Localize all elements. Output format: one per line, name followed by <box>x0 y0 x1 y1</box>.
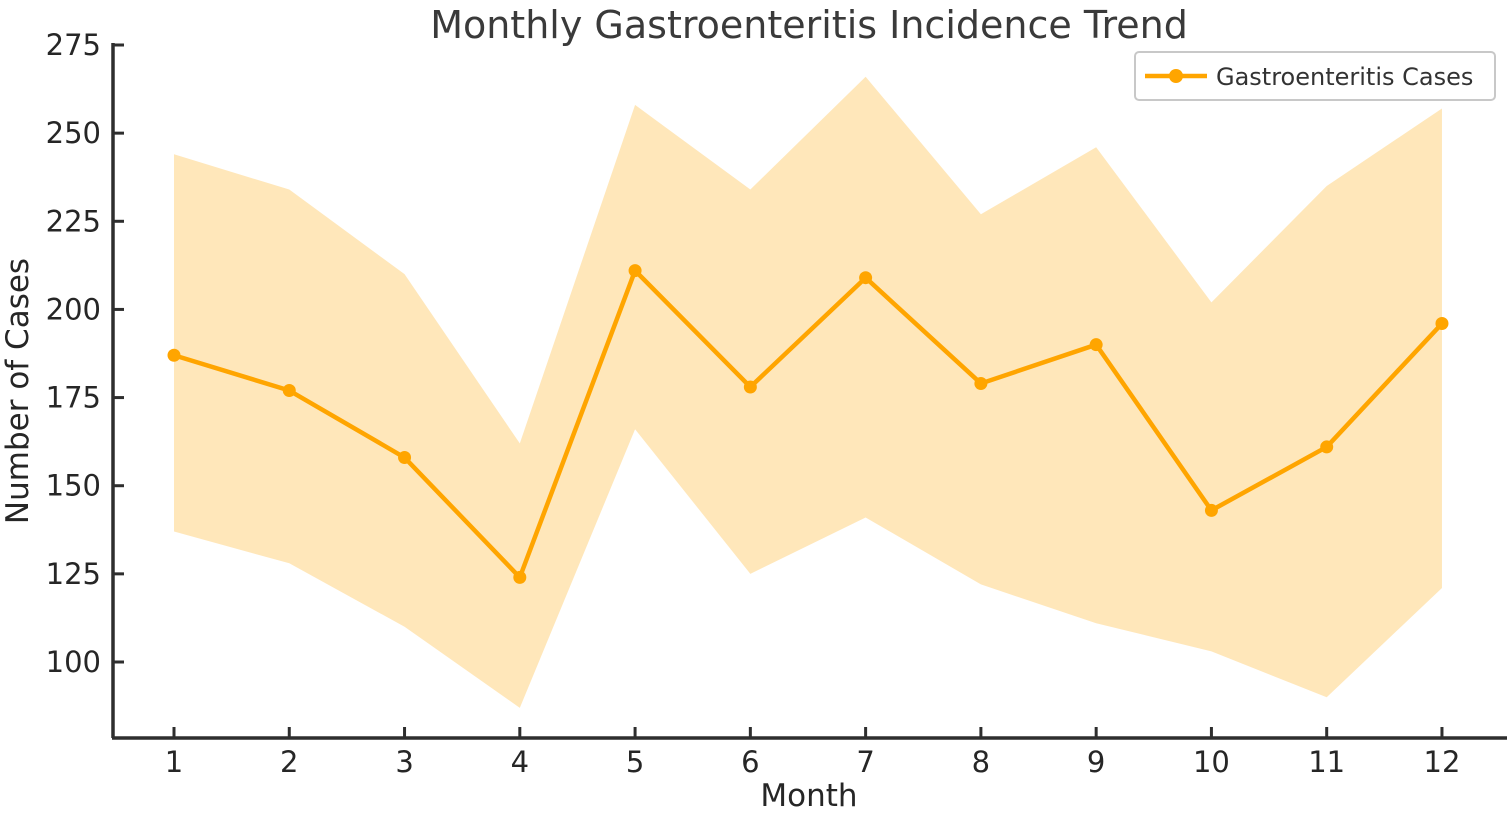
data-point-marker <box>1435 317 1449 331</box>
x-tick-label: 11 <box>1308 745 1345 779</box>
axes-spines <box>111 43 1507 740</box>
data-point-marker <box>974 376 988 390</box>
x-tick-label: 3 <box>395 745 413 779</box>
x-axis-ticks: 1 2 3 4 5 6 7 8 9 10 11 12 <box>165 727 1461 779</box>
x-tick-label: 7 <box>856 745 874 779</box>
data-point-marker <box>1320 440 1334 454</box>
y-axis-label: Number of Cases <box>0 258 36 524</box>
legend-label: Gastroenteritis Cases <box>1216 63 1473 91</box>
data-point-marker <box>1204 503 1218 517</box>
data-point-marker <box>282 384 296 398</box>
data-point-marker <box>743 380 757 394</box>
y-tick-label: 250 <box>46 116 101 150</box>
x-axis-label: Month <box>760 778 857 814</box>
y-tick-label: 150 <box>46 469 101 503</box>
y-tick-label: 200 <box>46 292 101 326</box>
x-tick-label: 12 <box>1424 745 1461 779</box>
y-tick-label: 275 <box>46 28 101 62</box>
y-tick-label: 125 <box>46 557 101 591</box>
y-tick-label: 100 <box>46 645 101 679</box>
data-point-markers <box>167 264 1449 584</box>
x-tick-label: 10 <box>1193 745 1230 779</box>
data-point-marker <box>167 348 181 362</box>
data-point-marker <box>513 570 527 584</box>
legend-box <box>1134 51 1496 101</box>
x-tick-label: 6 <box>741 745 759 779</box>
x-tick-label: 9 <box>1087 745 1105 779</box>
data-point-marker <box>398 451 412 465</box>
trend-line <box>173 268 1444 580</box>
confidence-band <box>174 76 1442 708</box>
data-point-marker <box>1089 338 1103 352</box>
legend: Gastroenteritis Cases <box>1134 51 1496 101</box>
y-axis-ticks: 100 125 150 175 200 225 250 275 <box>46 28 124 679</box>
x-tick-label: 8 <box>972 745 990 779</box>
chart-title: Monthly Gastroenteritis Incidence Trend <box>430 3 1188 47</box>
x-tick-label: 2 <box>280 745 298 779</box>
y-tick-label: 225 <box>46 204 101 238</box>
data-point-marker <box>628 264 642 278</box>
x-tick-label: 4 <box>511 745 529 779</box>
data-point-marker <box>859 271 873 285</box>
y-tick-label: 175 <box>46 381 101 415</box>
legend-marker-sample <box>1169 69 1183 83</box>
x-tick-label: 1 <box>165 745 183 779</box>
x-tick-label: 5 <box>626 745 644 779</box>
